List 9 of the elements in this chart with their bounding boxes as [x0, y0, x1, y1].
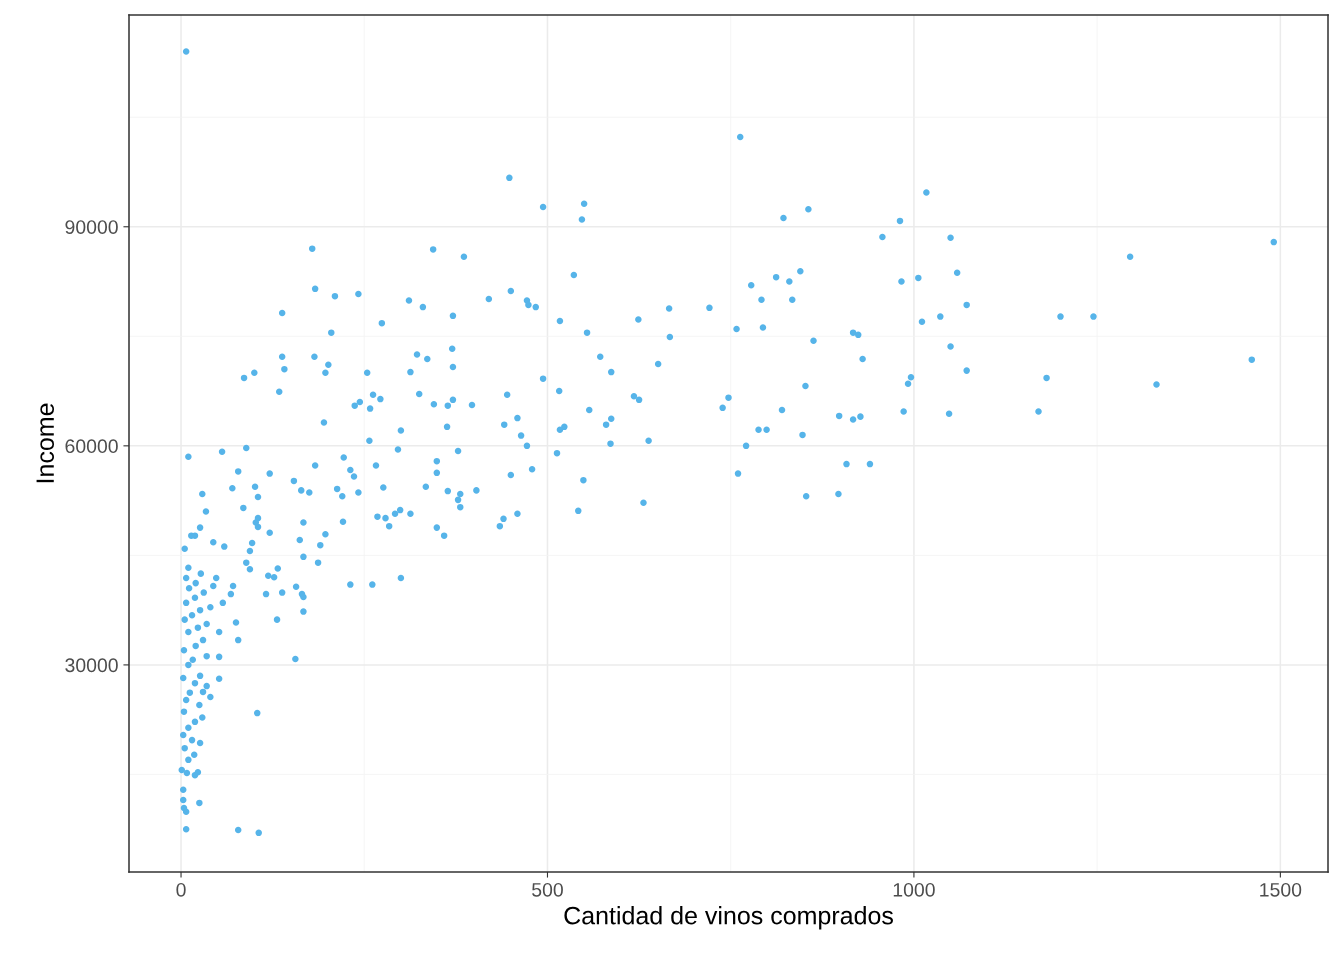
y-tick-label: 30000 [65, 658, 118, 673]
x-tick-label: 1500 [1260, 882, 1302, 897]
x-tick-label: 0 [176, 882, 186, 897]
x-axis-title: Cantidad de vinos comprados [564, 906, 893, 930]
y-tick-label: 60000 [65, 439, 118, 454]
y-axis-title: Income [36, 403, 55, 483]
y-tick-label: 90000 [65, 220, 118, 234]
x-tick-label: 1000 [893, 882, 935, 897]
x-tick-label: 500 [532, 882, 563, 897]
